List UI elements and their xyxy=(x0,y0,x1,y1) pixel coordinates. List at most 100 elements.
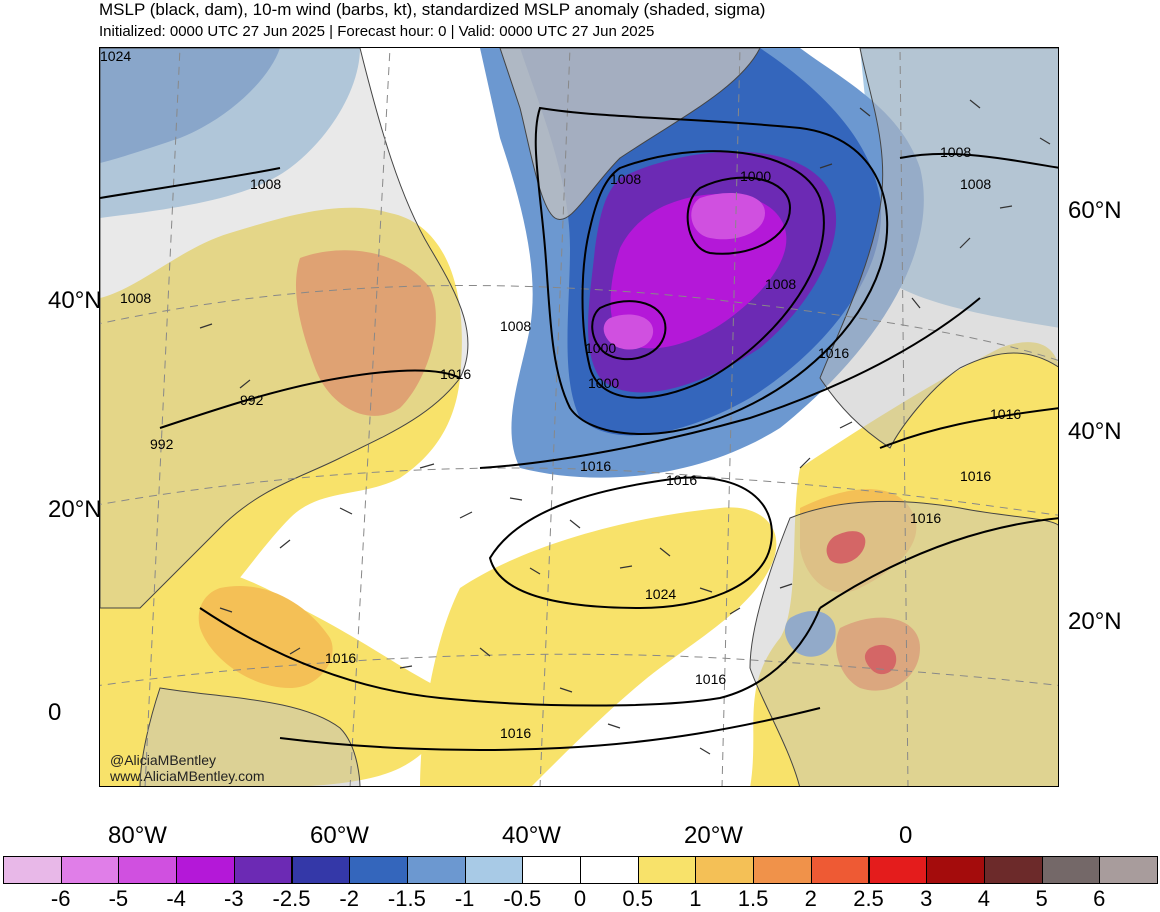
land xyxy=(100,48,1058,786)
isobar-label: 1008 xyxy=(610,171,642,187)
colorbar-cell xyxy=(1041,856,1101,884)
isobar-label: 1024 xyxy=(645,586,677,602)
wind-barb xyxy=(199,323,213,329)
grid-lat-line xyxy=(100,467,1058,516)
wind-barb xyxy=(779,583,793,589)
lat-label-left: 20°N xyxy=(48,496,102,523)
chart-subtitle: Initialized: 0000 UTC 27 Jun 2025 | Fore… xyxy=(99,23,655,40)
isobar-label: 1016 xyxy=(960,468,992,484)
isobar-label: 992 xyxy=(240,392,264,408)
grid-lon-line xyxy=(899,48,909,786)
isobar-label: 1008 xyxy=(765,276,797,292)
wind-barb xyxy=(559,687,573,693)
grid-lon-line xyxy=(144,48,181,786)
colorbar-cell xyxy=(3,856,62,884)
colorbar-cell xyxy=(695,856,755,884)
wind-barb xyxy=(819,163,833,169)
wind-barb xyxy=(479,647,491,657)
colorbar-tick-label: -0.5 xyxy=(503,886,542,911)
wind-barb xyxy=(1039,137,1051,145)
wind-barb xyxy=(399,665,413,669)
colorbar-tick-label: 4 xyxy=(977,886,991,911)
grid-lon-line xyxy=(721,48,741,786)
wind-barb xyxy=(607,723,621,729)
colorbar-tick-label: 6 xyxy=(1093,886,1106,911)
graticule xyxy=(100,48,1058,786)
colorbar-tick-label: -3 xyxy=(224,886,244,911)
isobar-992-south xyxy=(591,300,667,361)
colorbar-cell xyxy=(291,856,351,884)
grid-lat-line xyxy=(100,285,1058,361)
wind-barb xyxy=(289,647,301,655)
colorbar-cell xyxy=(580,856,639,884)
chart-title: MSLP (black, dam), 10-m wind (barbs, kt)… xyxy=(99,0,766,19)
wind-barb xyxy=(959,237,971,249)
lon-label: 0 xyxy=(899,822,913,849)
grid-lon-line xyxy=(539,48,571,786)
colorbar-tick-label: -5 xyxy=(108,886,129,911)
lon-label: 80°W xyxy=(108,822,167,849)
lat-label-right: 60°N xyxy=(1068,197,1122,224)
colorbar-tick-label: 2 xyxy=(804,886,817,911)
colorbar-tick-label: -1.5 xyxy=(387,886,426,911)
isobar-1008-europe xyxy=(899,152,1058,169)
map-canvas xyxy=(100,48,1058,786)
isobar-label: 1024 xyxy=(100,48,132,64)
colorbar-tick-label: 0 xyxy=(573,886,587,911)
north-america-land xyxy=(100,48,469,609)
colorbar-tick-label: -4 xyxy=(166,886,186,911)
wind-barb xyxy=(839,421,853,429)
anomaly-negative-africa-blue xyxy=(784,610,836,657)
colorbar-cell xyxy=(926,856,985,884)
isobar-label: 1000 xyxy=(588,375,620,391)
south-america-land xyxy=(139,687,361,786)
isobar-label: 1016 xyxy=(325,650,357,666)
isobar-1008 xyxy=(534,106,889,436)
colorbar-cell xyxy=(522,856,581,884)
isobar-992-north xyxy=(686,176,792,255)
wind-barb xyxy=(419,463,435,469)
colorbar-cell xyxy=(753,856,812,884)
isobar-label: 992 xyxy=(150,436,174,452)
colorbar-cell xyxy=(810,856,870,884)
credit-url: www.AliciaMBentley.com xyxy=(110,768,265,784)
map-panel: 1008 1008 1008 1008 1008 1008 1008 1000 1000 1000… xyxy=(99,47,1059,787)
colorbar-cell xyxy=(868,856,928,884)
wind-barb xyxy=(619,565,633,569)
colorbar-tick-label: -1 xyxy=(454,886,475,911)
isobar-label: 1008 xyxy=(250,176,282,192)
isobar-label: 1016 xyxy=(910,510,942,526)
wind-barb xyxy=(279,539,291,549)
colorbar-tick-label: 5 xyxy=(1035,886,1048,911)
wind-barb xyxy=(239,379,251,389)
anomaly-positive-iberia-red xyxy=(826,531,866,564)
anomaly-positive-europe-africa xyxy=(750,342,1058,786)
wind-barb xyxy=(699,747,711,755)
grid-lon-line xyxy=(349,48,391,786)
isobar-label: 1016 xyxy=(695,671,727,687)
isobar-label: 1008 xyxy=(960,176,992,192)
grid-lat-line xyxy=(100,653,1058,686)
isobar-1016-west xyxy=(159,369,461,429)
colorbar-tick-label: -6 xyxy=(50,886,71,911)
isobars xyxy=(100,106,1058,751)
wind-barb xyxy=(999,205,1013,209)
isobar-label: 1000 xyxy=(585,340,617,356)
wind-barb xyxy=(699,587,713,593)
colorbar-tick-label: 1 xyxy=(689,886,702,911)
wind-barb xyxy=(569,519,581,529)
wind-barb xyxy=(911,297,921,309)
wind-barb xyxy=(969,99,981,109)
greenland-land xyxy=(499,48,761,221)
colorbar-cell xyxy=(60,856,120,884)
colorbar-tick-label: -2.5 xyxy=(272,886,311,911)
isobar-1000 xyxy=(581,150,825,399)
isobar-1016-south xyxy=(279,707,821,751)
africa-land xyxy=(749,500,1058,786)
wind-barb xyxy=(459,511,473,519)
wind-barb xyxy=(729,607,741,615)
isobar-label: 1016 xyxy=(440,366,472,382)
lat-label-left: 40°N xyxy=(48,287,102,314)
lat-label-right: 40°N xyxy=(1068,418,1122,445)
isobar-label: 1016 xyxy=(818,345,850,361)
